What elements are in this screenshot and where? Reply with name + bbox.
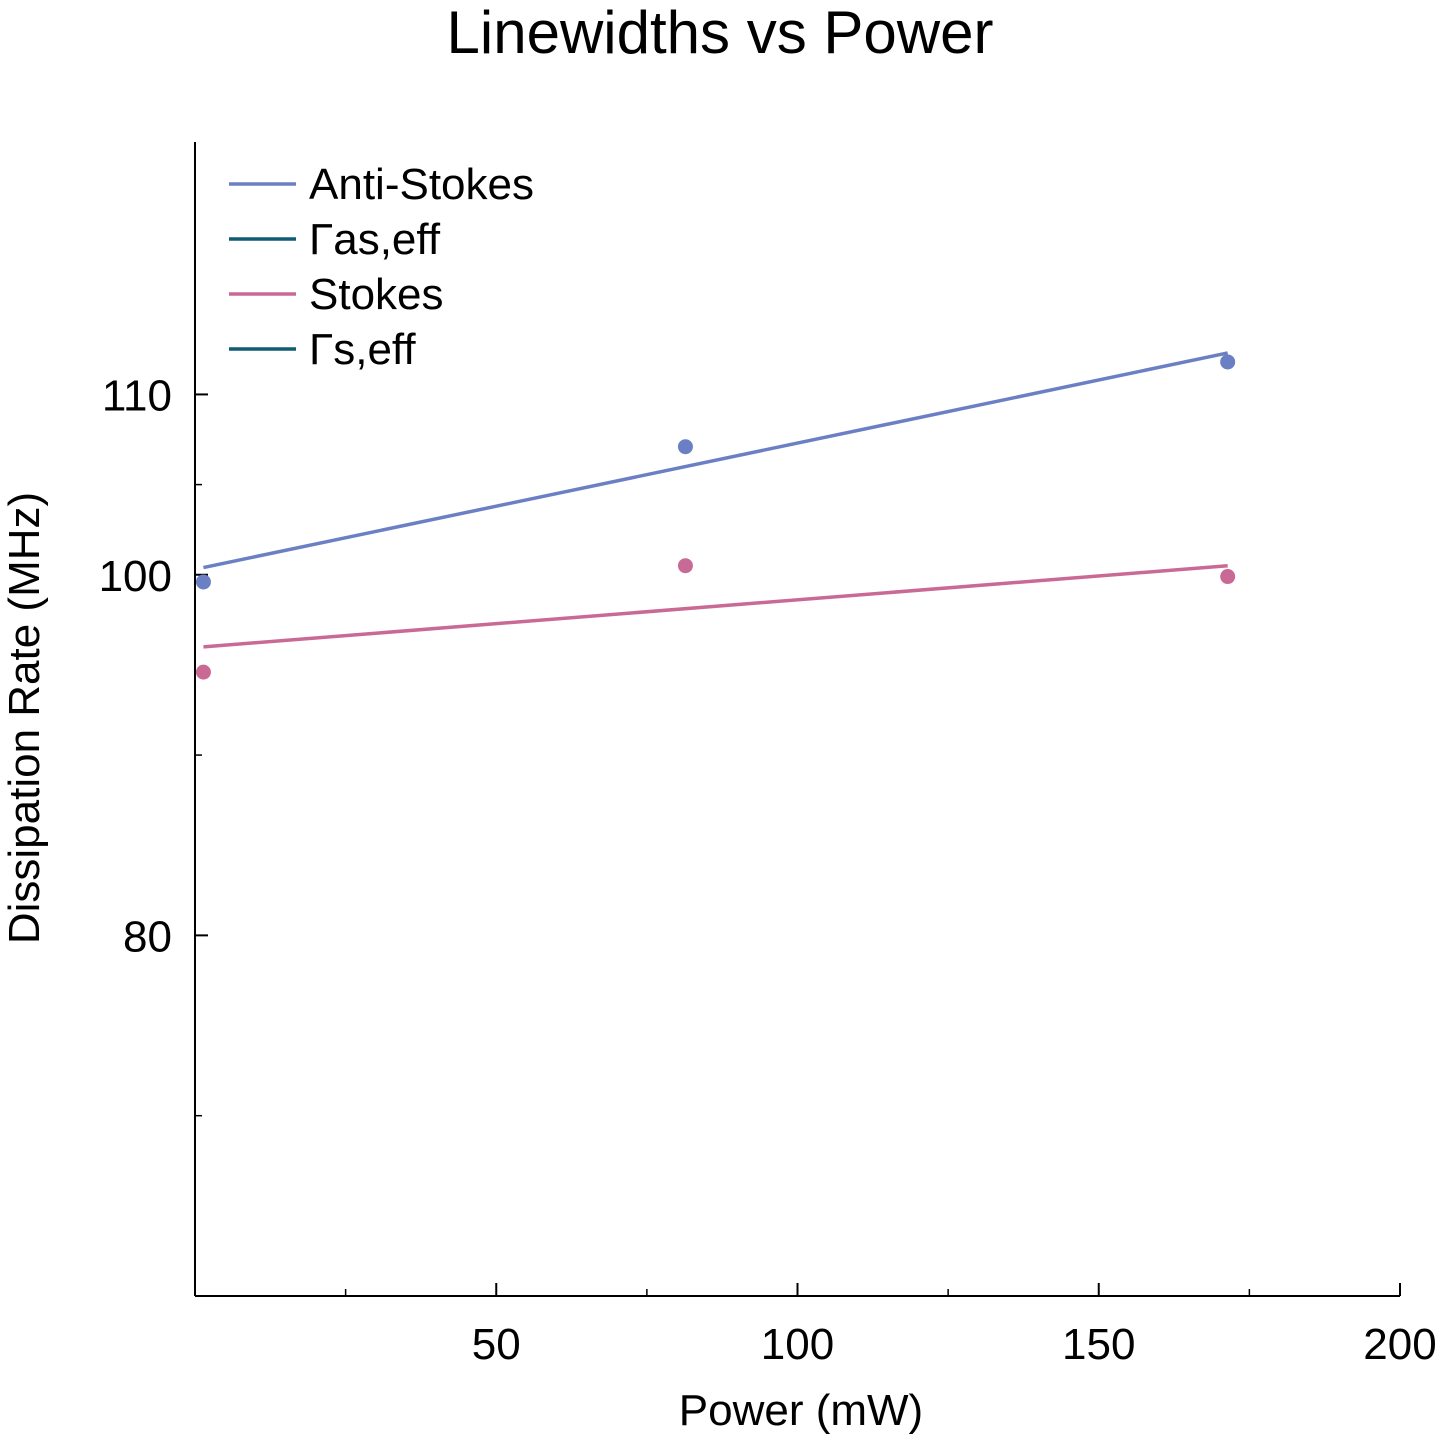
- x-tick-label: 150: [1062, 1320, 1135, 1369]
- data-point-anti-stokes: [677, 439, 693, 455]
- y-axis-label: Dissipation Rate (MHz): [0, 492, 49, 944]
- data-point-stokes: [1220, 569, 1236, 585]
- x-axis-label: Power (mW): [679, 1386, 923, 1435]
- axes: 50 100 150 200 80 100 110: [99, 142, 1437, 1369]
- series-line-as-eff: [203, 351, 1229, 570]
- y-tick-label: 110: [102, 371, 172, 420]
- data-point-anti-stokes: [1220, 354, 1236, 370]
- chart-title: Linewidths vs Power: [447, 0, 994, 66]
- x-tick-label: 100: [761, 1320, 834, 1369]
- x-tick-label: 200: [1363, 1320, 1436, 1369]
- legend-label: Anti-Stokes: [309, 160, 534, 209]
- x-tick-label: 50: [472, 1320, 521, 1369]
- data-point-anti-stokes: [195, 574, 211, 590]
- legend-label: Stokes: [309, 270, 444, 319]
- plot-area: [195, 351, 1236, 680]
- legend-label: Γas,eff: [309, 215, 441, 264]
- y-tick-label: 80: [123, 912, 172, 961]
- legend-label: Γs,eff: [309, 325, 416, 374]
- data-point-stokes: [677, 558, 693, 574]
- legend: Anti-Stokes Γas,eff Stokes Γs,eff: [229, 160, 534, 374]
- y-tick-label: 100: [99, 552, 172, 601]
- series-line-s-eff: [203, 563, 1228, 649]
- data-point-stokes: [195, 664, 211, 680]
